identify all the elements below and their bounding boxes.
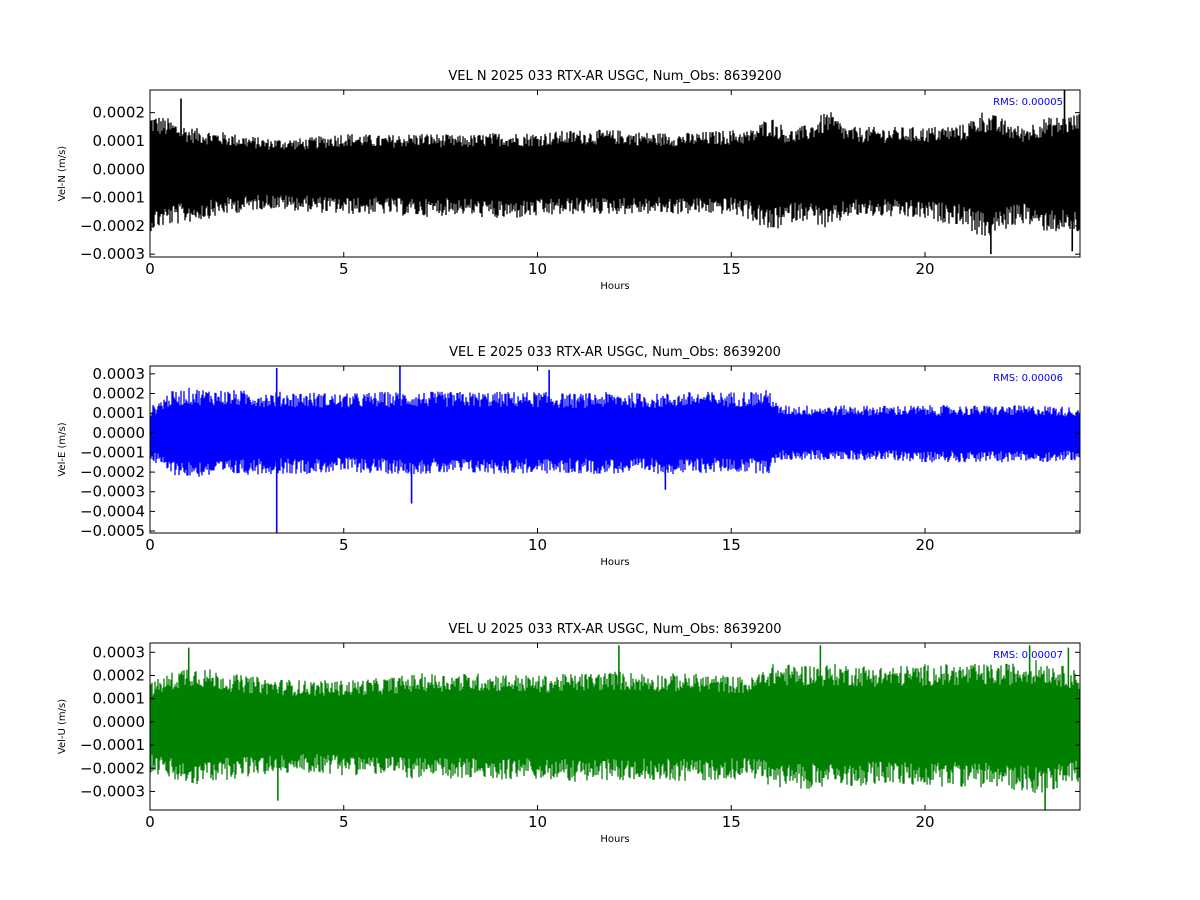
y-tick-label: 0.0001 (93, 404, 146, 422)
y-axis-label: Vel-E (m/s) (57, 422, 68, 476)
trace-core (150, 687, 1080, 762)
y-tick-label: −0.0002 (80, 463, 145, 481)
velocity-trace (150, 366, 1080, 533)
x-tick-label: 5 (339, 260, 349, 278)
chart-title: VEL E 2025 033 RTX-AR USGC, Num_Obs: 863… (449, 345, 781, 360)
y-tick-label: 0.0002 (93, 104, 146, 122)
x-tick-label: 5 (339, 536, 349, 554)
axes-frame (149, 642, 1081, 811)
rms-annotation: RMS: 0.00006 (993, 373, 1063, 384)
y-tick-label: −0.0003 (80, 782, 145, 800)
y-tick-label: 0.0001 (93, 690, 146, 708)
x-tick-label: 20 (915, 536, 934, 554)
x-tick-label: 0 (145, 260, 155, 278)
trace-core (150, 136, 1080, 208)
y-tick-label: −0.0004 (80, 502, 145, 520)
subplot-1: 0 5 10 15 20 −0.0003 −0.0002 −0.0001 0.0000 0.000… (57, 69, 1081, 292)
axes-frame (149, 89, 1081, 258)
velocity-trace (150, 90, 1080, 255)
y-tick-label: −0.0001 (80, 736, 145, 754)
y-tick-label: −0.0003 (80, 245, 145, 263)
y-tick-label: 0.0003 (93, 643, 146, 661)
x-axis-label: Hours (600, 834, 629, 845)
x-tick-label: 15 (722, 813, 741, 831)
x-tick-label: 20 (915, 813, 934, 831)
subplot-2: 0 5 10 15 20 −0.0005 −0.0004−0.0003 −0.0002 −0.0… (57, 345, 1081, 568)
y-tick-label: 0.0000 (93, 713, 146, 731)
y-axis-label: Vel-N (m/s) (57, 146, 68, 201)
velocity-trace (150, 645, 1080, 810)
x-tick-label: 15 (722, 536, 741, 554)
y-tick-label: 0.0000 (93, 424, 146, 442)
x-tick-label: 0 (145, 813, 155, 831)
y-tick-label: −0.0001 (80, 189, 145, 207)
x-tick-label: 15 (722, 260, 741, 278)
y-tick-label: −0.0005 (80, 522, 145, 540)
x-tick-label: 10 (528, 260, 547, 278)
rms-annotation: RMS: 0.00005 (993, 97, 1063, 108)
y-tick-label: −0.0002 (80, 759, 145, 777)
x-tick-label: 5 (339, 813, 349, 831)
subplot-3: 0 5 10 15 20 −0.0003 −0.0002 −0.0001 0.0000 0.000… (57, 622, 1081, 845)
x-tick-label: 10 (528, 813, 547, 831)
rms-annotation: RMS: 0.00007 (993, 650, 1063, 661)
y-tick-label: 0.0003 (93, 365, 146, 383)
x-tick-label: 20 (915, 260, 934, 278)
x-axis-label: Hours (600, 281, 629, 292)
y-tick-label: −0.0003 (80, 483, 145, 501)
chart-title: VEL U 2025 033 RTX-AR USGC, Num_Obs: 863… (448, 622, 781, 637)
x-tick-label: 10 (528, 536, 547, 554)
x-tick-label: 0 (145, 536, 155, 554)
chart-title: VEL N 2025 033 RTX-AR USGC, Num_Obs: 863… (448, 69, 781, 84)
y-tick-label: 0.0002 (93, 666, 146, 684)
y-tick-label: 0.0002 (93, 385, 146, 403)
y-tick-label: 0.0001 (93, 132, 146, 150)
axes-frame (149, 365, 1081, 534)
y-tick-label: −0.0001 (80, 443, 145, 461)
y-tick-label: −0.0002 (80, 217, 145, 235)
y-tick-label: 0.0000 (93, 160, 146, 178)
y-axis-label: Vel-U (m/s) (57, 699, 68, 754)
x-axis-label: Hours (600, 557, 629, 568)
